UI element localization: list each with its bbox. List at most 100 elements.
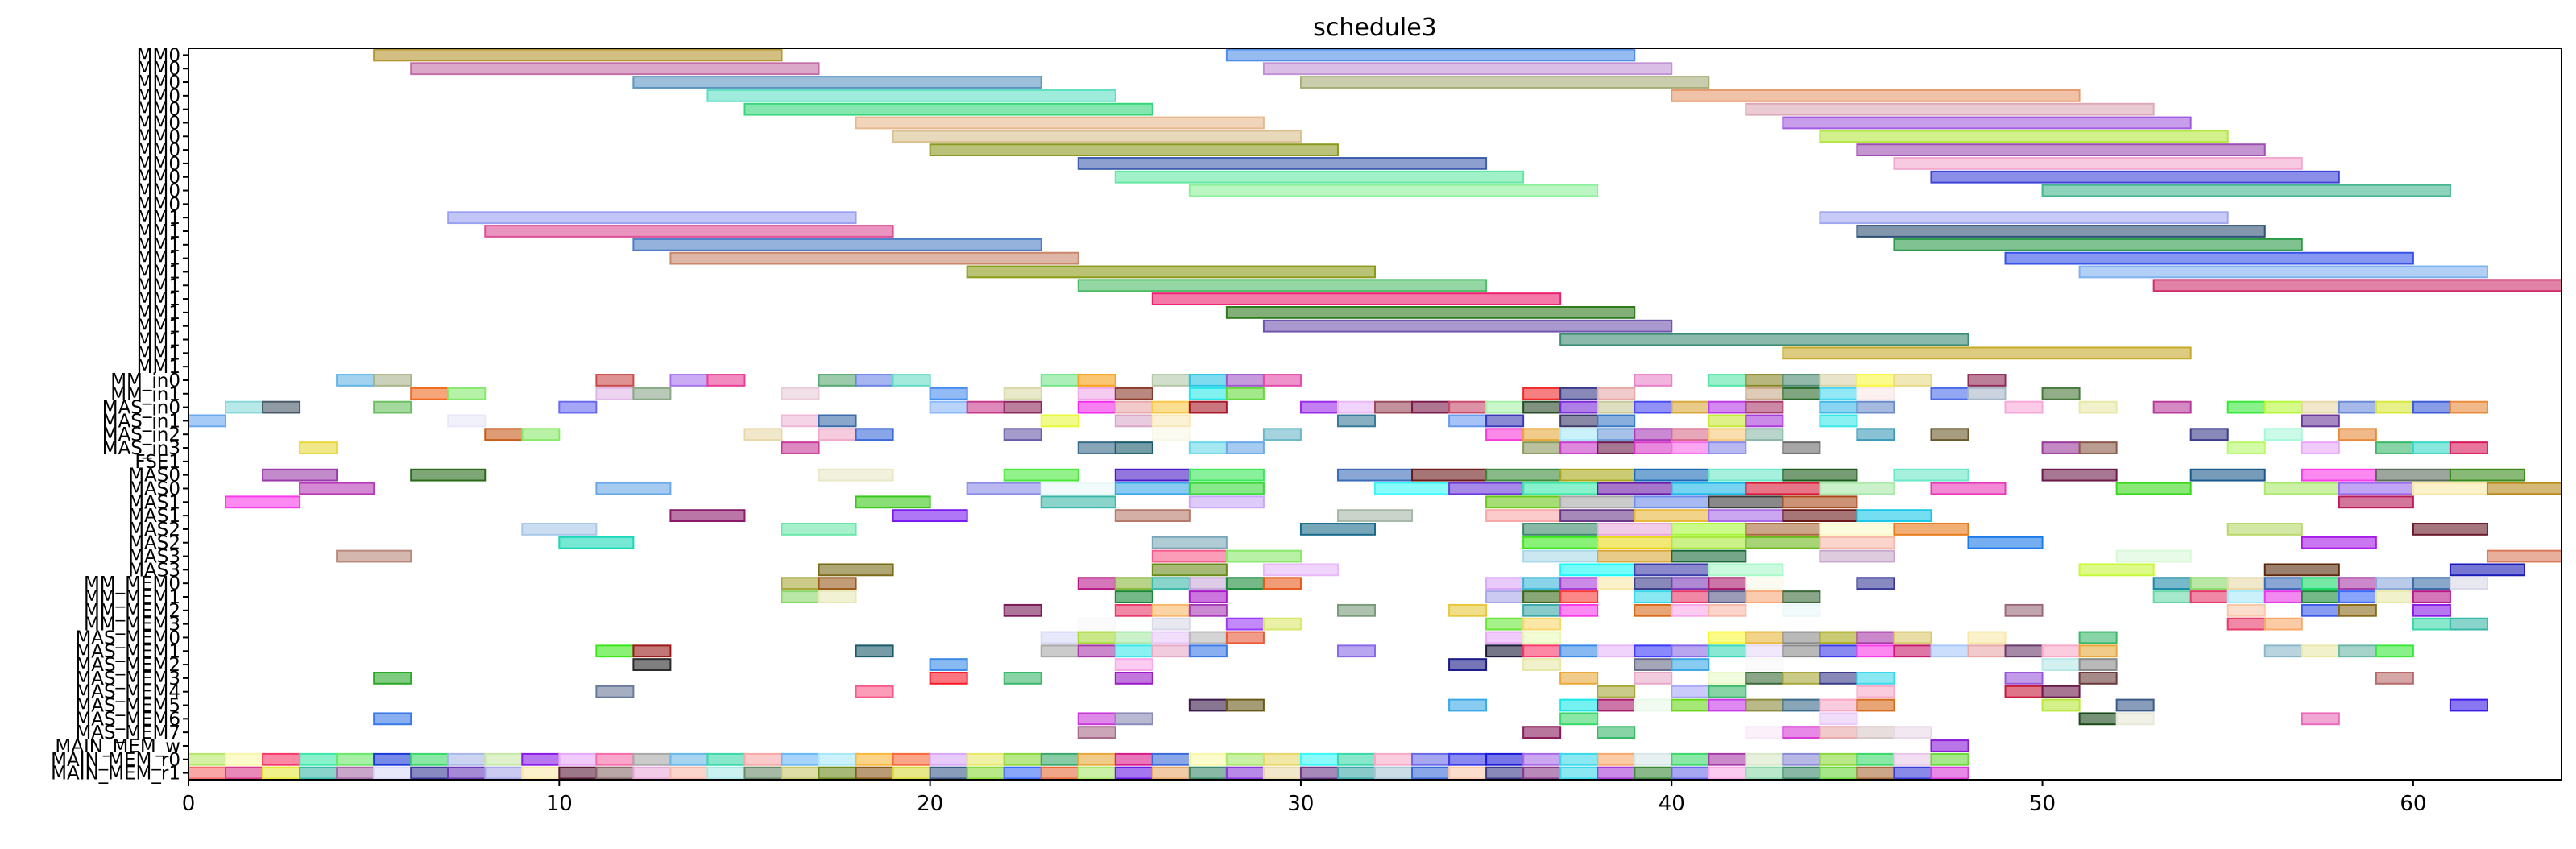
task-bar	[2301, 414, 2340, 428]
task-bar	[1967, 536, 2044, 549]
task-bar	[1782, 374, 1821, 387]
task-bar	[1819, 536, 1895, 549]
task-bar	[1522, 631, 1562, 644]
task-bar	[595, 644, 635, 658]
task-bar	[1597, 549, 1673, 563]
task-bar	[892, 509, 968, 523]
task-bar	[2226, 590, 2266, 603]
task-bar	[262, 766, 301, 780]
task-bar	[484, 225, 894, 238]
task-bar	[818, 428, 857, 441]
task-bar	[1634, 495, 1710, 509]
y-tick-label: MM1	[137, 222, 180, 242]
task-bar	[521, 766, 561, 780]
task-bar	[1559, 563, 1636, 577]
task-bar	[2226, 603, 2266, 617]
task-bar	[1522, 400, 1562, 414]
task-bar	[1597, 428, 1636, 441]
task-bar	[1114, 400, 1153, 414]
task-bar	[1336, 603, 1376, 617]
task-bar	[1003, 752, 1042, 766]
y-axis: MM0MM0MM0MM0MM0MM0MM0MM0MM0MM0MM0MM0MM1M…	[51, 45, 188, 785]
task-bar	[1485, 766, 1525, 780]
task-bar	[1671, 482, 1747, 495]
task-bar	[410, 468, 487, 482]
task-bar	[1597, 523, 1673, 536]
task-bar	[929, 387, 968, 400]
task-bar	[2041, 658, 2081, 671]
task-bar	[1671, 89, 2081, 102]
task-bar	[373, 712, 412, 726]
y-tick-label: MAIN_MEM_w	[55, 736, 180, 757]
task-bar	[632, 387, 672, 400]
task-bar	[929, 752, 968, 766]
task-bar	[1671, 590, 1710, 603]
task-bar	[1225, 48, 1636, 62]
task-bar	[1745, 536, 1821, 549]
task-bar	[1782, 468, 1858, 482]
y-tick-label: MM0	[137, 59, 180, 80]
task-bar	[2412, 590, 2451, 603]
task-bar	[1040, 766, 1079, 780]
task-bar	[2041, 184, 2451, 197]
task-bar	[781, 590, 820, 603]
task-bar	[1077, 157, 1488, 170]
task-bar	[1485, 752, 1525, 766]
task-bar	[1708, 752, 1747, 766]
task-bar	[1559, 400, 1599, 414]
task-bar	[1188, 400, 1228, 414]
x-tick-label: 50	[2029, 792, 2056, 816]
task-bar	[1411, 766, 1451, 780]
task-bar	[1559, 333, 1969, 346]
task-bar	[1745, 752, 1784, 766]
task-bar	[743, 766, 783, 780]
y-tick-label: MAS_MEM0	[75, 627, 180, 648]
task-bar	[2449, 400, 2488, 414]
task-bar	[1522, 644, 1562, 658]
task-bar	[855, 428, 894, 441]
y-tick-label: MM1	[137, 343, 180, 364]
task-bar	[1151, 752, 1191, 766]
task-bar	[1114, 671, 1153, 685]
task-bar	[1188, 495, 1265, 509]
y-tick-label: MM0	[137, 140, 180, 161]
task-bar	[2041, 685, 2081, 698]
task-bar	[1782, 387, 1821, 400]
task-bar	[1671, 441, 1710, 454]
task-bar	[1522, 766, 1562, 780]
task-bar	[1634, 658, 1673, 671]
task-bar	[1040, 752, 1079, 766]
task-bar	[1003, 671, 1042, 685]
task-bar	[373, 671, 412, 685]
task-bar	[373, 766, 412, 780]
task-bar	[1077, 631, 1116, 644]
task-bar	[1708, 698, 1747, 712]
task-bar	[892, 752, 931, 766]
task-bar	[1745, 387, 1784, 400]
task-bar	[1114, 658, 1153, 671]
task-bar	[855, 752, 894, 766]
y-tick-label: MM1	[137, 235, 180, 256]
task-bar	[299, 752, 338, 766]
task-bar	[1522, 428, 1562, 441]
task-bar	[1262, 752, 1302, 766]
task-bar	[818, 563, 894, 577]
task-bar	[336, 549, 412, 563]
task-bar	[1745, 400, 1784, 414]
task-bar	[1634, 441, 1673, 454]
x-tick-label: 10	[546, 792, 573, 816]
task-bar	[1188, 752, 1228, 766]
task-bar	[1819, 374, 1858, 387]
task-bar	[669, 766, 709, 780]
task-bar	[1893, 468, 1969, 482]
task-bar	[818, 468, 894, 482]
task-bar	[1559, 603, 1599, 617]
task-bar	[1745, 374, 1784, 387]
task-bar	[1671, 577, 1710, 590]
task-bar	[1040, 631, 1079, 644]
task-bar	[2412, 482, 2488, 495]
task-bar	[1188, 468, 1265, 482]
task-bar	[2041, 644, 2081, 658]
task-bar	[1411, 752, 1451, 766]
task-bar	[2486, 482, 2562, 495]
